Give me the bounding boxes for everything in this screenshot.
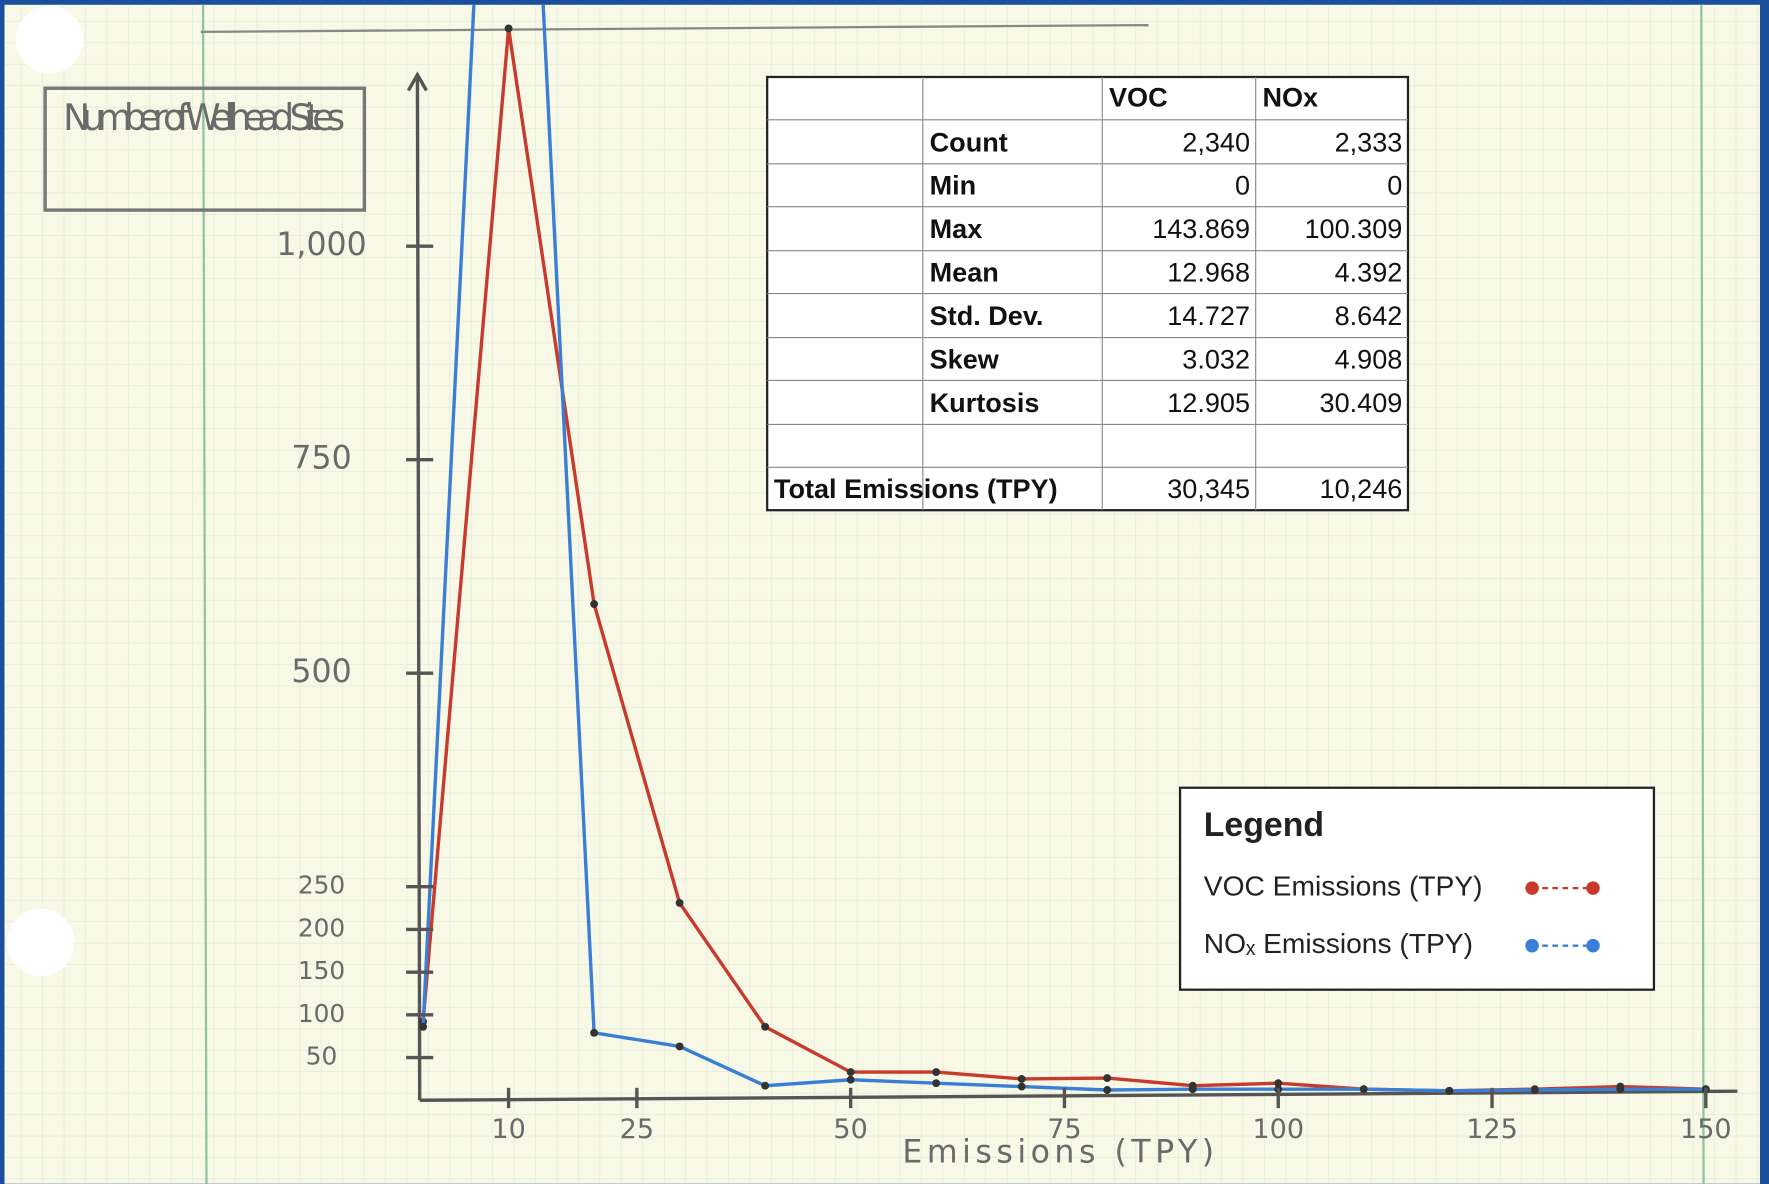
table-cell: 14.727: [1167, 300, 1250, 331]
data-point: [846, 1068, 855, 1077]
data-point: [1103, 1074, 1112, 1082]
data-point: [1017, 1082, 1026, 1091]
table-cell: 30.409: [1320, 387, 1403, 418]
row-label: Count: [930, 126, 1008, 157]
legend-dot: [1525, 938, 1539, 953]
table-cell: 2,340: [1182, 126, 1250, 157]
y-label-box: [43, 86, 367, 212]
y-tick-label: 200: [298, 913, 345, 942]
table-cell: 4.392: [1335, 257, 1403, 288]
y-axis-title: Number of Wellhead Sites: [63, 96, 345, 139]
y-axis-arrow: [406, 71, 428, 92]
x-axis: [419, 1089, 1738, 1102]
legend-dot: [1586, 938, 1600, 953]
data-point: [846, 1075, 855, 1084]
row-label: Skew: [930, 343, 1000, 374]
column-header: NOx: [1262, 82, 1318, 113]
margin-line: [201, 4, 208, 1184]
punch-hole: [15, 5, 84, 74]
table-cell: 2,333: [1335, 126, 1403, 157]
row-label: Std. Dev.: [930, 300, 1044, 331]
table-cell: 3.032: [1182, 343, 1250, 374]
legend-label: NOₓ Emissions (TPY): [1204, 927, 1473, 959]
data-point: [1017, 1074, 1026, 1083]
data-point: [1616, 1085, 1625, 1094]
y-axis: [415, 76, 422, 1101]
margin-line: [1700, 4, 1705, 1184]
punch-hole: [6, 908, 75, 977]
data-point: [590, 1028, 599, 1037]
table-cell: 143.869: [1152, 213, 1250, 244]
data-point: [675, 1042, 684, 1051]
table-cell: 12.968: [1167, 257, 1250, 288]
data-point: [1274, 1079, 1283, 1088]
table-cell: 30,345: [1167, 473, 1250, 504]
table-cell: 4.908: [1335, 343, 1403, 374]
data-point: [932, 1079, 941, 1088]
table-cell: 0: [1235, 170, 1250, 201]
y-tick-label: 500: [291, 654, 351, 690]
data-point: [1445, 1086, 1454, 1095]
y-tick-label: 150: [298, 956, 345, 985]
table-cell: 8.642: [1335, 300, 1403, 331]
row-label: Kurtosis: [930, 387, 1040, 418]
stats-table: VOC NOx Count 2,340 2,333 Min 0 0 Max 143.869 100.…: [766, 75, 1410, 512]
legend-dot: [1586, 881, 1600, 895]
x-tick-label: 125: [1466, 1114, 1518, 1145]
row-label: Total Emissions (TPY): [774, 473, 1058, 504]
y-tick-label: 50: [306, 1042, 338, 1071]
data-point: [504, 24, 513, 33]
x-tick-label: 100: [1252, 1114, 1304, 1145]
table-cell: 12.905: [1167, 387, 1250, 418]
legend-label: VOC Emissions (TPY): [1204, 870, 1483, 902]
x-tick-label: 75: [1047, 1114, 1081, 1145]
data-point: [932, 1068, 941, 1077]
data-point: [1103, 1086, 1112, 1094]
table-cell: 0: [1387, 170, 1402, 201]
column-header: VOC: [1109, 82, 1168, 113]
x-tick-label: 150: [1680, 1114, 1732, 1145]
data-point: [1530, 1086, 1539, 1094]
data-point: [761, 1081, 770, 1090]
row-label: Min: [930, 170, 977, 201]
x-tick-label: 50: [833, 1114, 867, 1145]
data-point: [761, 1022, 770, 1031]
data-point: [590, 600, 599, 609]
table-cell: 10,246: [1320, 473, 1403, 504]
row-label: Mean: [930, 257, 999, 288]
x-tick-label: 25: [620, 1114, 654, 1145]
data-point: [419, 1022, 428, 1031]
row-label: Max: [930, 213, 983, 244]
table-cell: 100.309: [1305, 213, 1403, 244]
x-tick-label: 10: [491, 1114, 525, 1145]
y-tick-label: 1,000: [276, 227, 366, 263]
data-point: [1188, 1085, 1197, 1094]
x-axis-title: Emissions (TPY): [902, 1134, 1218, 1170]
legend-title: Legend: [1204, 806, 1324, 844]
data-point: [675, 899, 684, 907]
data-point: [1359, 1085, 1368, 1094]
stray-line: [200, 23, 1149, 33]
y-tick-label: 750: [291, 441, 351, 477]
y-tick-label: 250: [298, 871, 345, 900]
y-tick-label: 100: [298, 999, 345, 1028]
legend-dot: [1525, 881, 1539, 895]
